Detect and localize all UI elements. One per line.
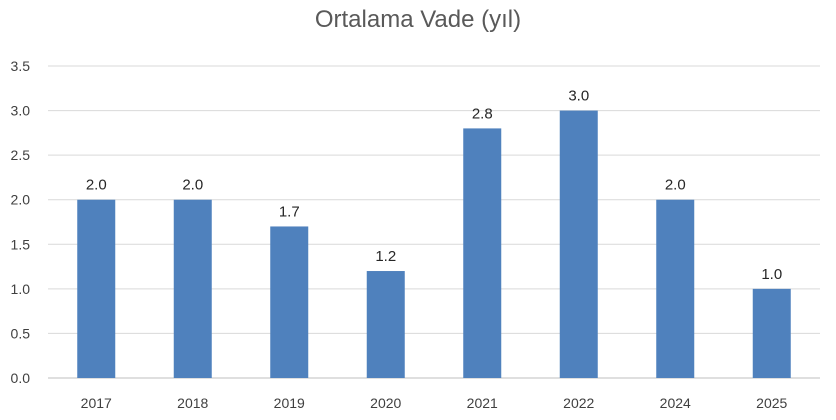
data-label-2021: 2.8: [472, 105, 493, 122]
gridlines: [48, 65, 820, 379]
data-label-2022: 3.0: [568, 88, 589, 105]
x-axis-ticks: 2017 2018 2019 2020 2021 2022 2024 2025: [81, 395, 788, 411]
x-tick-label-2018: 2018: [177, 395, 208, 411]
data-label-2018: 2.0: [182, 177, 203, 194]
y-tick-label: 2.0: [11, 192, 31, 208]
bar-2019: [270, 226, 309, 378]
y-tick-label: 0.0: [11, 370, 31, 386]
y-tick-label: 3.5: [11, 58, 31, 74]
data-label-2025: 1.0: [761, 266, 782, 283]
data-label-2024: 2.0: [665, 177, 686, 194]
chart-title: Ortalama Vade (yıl): [314, 6, 522, 33]
y-tick-label: 1.5: [11, 236, 31, 252]
bar-2021: [463, 128, 502, 378]
y-tick-label: 1.0: [11, 281, 31, 297]
x-tick-label-2022: 2022: [563, 395, 594, 411]
bar-2025: [752, 288, 791, 378]
bars: [77, 110, 791, 379]
x-tick-label-2021: 2021: [467, 395, 498, 411]
y-tick-label: 2.5: [11, 147, 31, 163]
y-tick-label: 0.5: [11, 325, 31, 341]
x-tick-label-2019: 2019: [274, 395, 305, 411]
y-tick-label: 3.0: [11, 103, 31, 119]
bar-2017: [77, 199, 116, 378]
bar-2020: [366, 271, 405, 378]
data-labels: 2.0 2.0 1.7 1.2 2.8 3.0 2.0 1.0: [86, 88, 782, 283]
bar-2018: [173, 199, 212, 378]
bar-2024: [656, 199, 695, 378]
bar-2022: [559, 110, 598, 379]
data-label-2019: 1.7: [279, 203, 300, 220]
y-axis-ticks: 0.0 0.5 1.0 1.5 2.0 2.5 3.0 3.5: [11, 58, 31, 386]
data-label-2017: 2.0: [86, 177, 107, 194]
x-tick-label-2020: 2020: [370, 395, 401, 411]
x-tick-label-2017: 2017: [81, 395, 112, 411]
data-label-2020: 1.2: [375, 248, 396, 265]
x-tick-label-2025: 2025: [756, 395, 787, 411]
x-tick-label-2024: 2024: [660, 395, 691, 411]
